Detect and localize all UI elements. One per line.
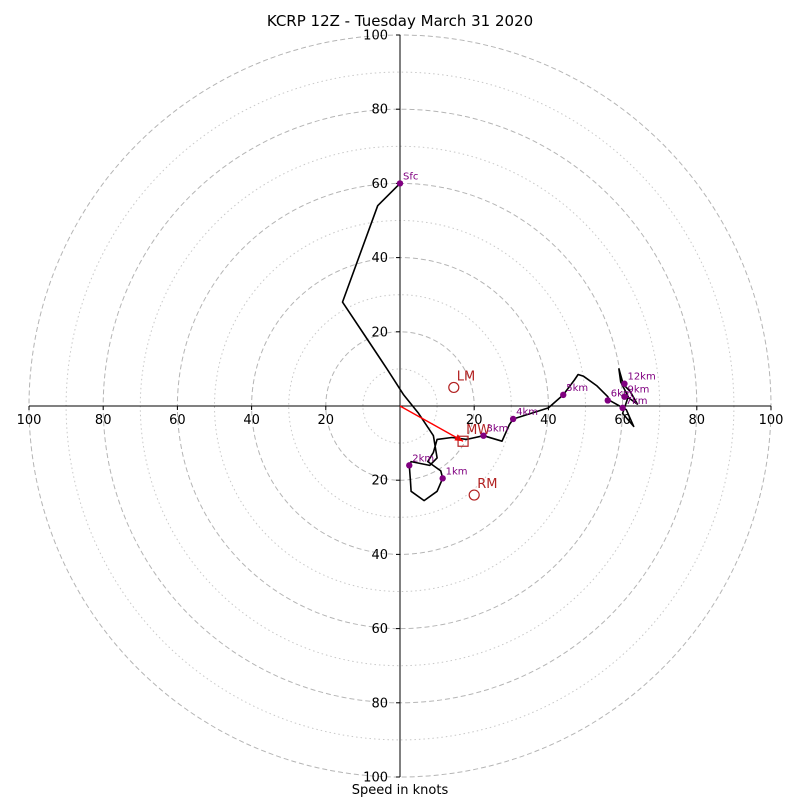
height-label: 5km	[566, 383, 588, 394]
height-marker	[619, 404, 626, 412]
height-marker	[396, 180, 404, 187]
height-marker	[439, 475, 446, 482]
x-tick-label: 40	[243, 413, 260, 428]
x-tick-label: 100	[17, 413, 42, 428]
height-label: 12km	[627, 372, 655, 383]
x-tick-label: 60	[169, 413, 186, 428]
height-marker	[406, 462, 413, 469]
y-tick-label: 100	[363, 771, 388, 786]
height-marker	[509, 415, 517, 423]
y-tick-label: 80	[371, 103, 388, 118]
x-tick-label: 60	[614, 413, 631, 428]
y-tick-label: 80	[371, 696, 388, 711]
chart-title: KCRP 12Z - Tuesday March 31 2020	[266, 12, 534, 30]
x-tick-label: 20	[318, 413, 335, 428]
shear-arrow-head	[454, 434, 464, 442]
height-marker	[560, 391, 567, 399]
tick-labels: 100 80 60 40 20 20 40 60 80 100 100 80 60 40 20 20 40 60 8…	[17, 29, 784, 786]
x-tick-label: 40	[540, 413, 557, 428]
height-label: 9km	[627, 385, 649, 396]
height-marker	[480, 432, 487, 439]
storm-motion-label: RM	[477, 477, 497, 492]
y-tick-label: 40	[371, 548, 388, 563]
shear-arrow-line	[399, 405, 464, 442]
storm-motion-marker	[468, 489, 480, 501]
height-label: 7km	[626, 396, 648, 407]
hodograph-trace	[341, 182, 639, 502]
shear-arrow-group	[399, 405, 464, 442]
y-tick-label: 40	[371, 251, 388, 266]
height-label: Sfc	[403, 171, 418, 182]
y-tick-label: 60	[371, 622, 388, 637]
height-marker	[604, 397, 611, 404]
x-tick-label: 80	[95, 413, 112, 428]
height-marker	[621, 380, 628, 387]
storm-motion-marker	[448, 381, 460, 394]
x-axis-label: Speed in knots	[351, 783, 449, 798]
height-label: 1km	[446, 466, 468, 477]
height-marker	[621, 393, 628, 400]
height-label: 6km	[611, 388, 633, 399]
x-tick-label: 80	[689, 413, 706, 428]
storm-motion-marker	[457, 435, 469, 447]
height-label: 2km	[412, 453, 434, 464]
storm-motion-label: LM	[457, 369, 475, 384]
x-tick-label: 20	[466, 413, 483, 428]
height-label: 3km	[486, 424, 508, 435]
x-tick-label: 100	[759, 413, 784, 428]
height-label: 4km	[516, 407, 538, 418]
hodograph-line	[341, 182, 639, 502]
y-tick-label: 20	[371, 325, 388, 340]
y-tick-label: 100	[363, 29, 388, 44]
y-tick-label: 60	[371, 177, 388, 192]
y-tick-label: 20	[371, 474, 388, 489]
